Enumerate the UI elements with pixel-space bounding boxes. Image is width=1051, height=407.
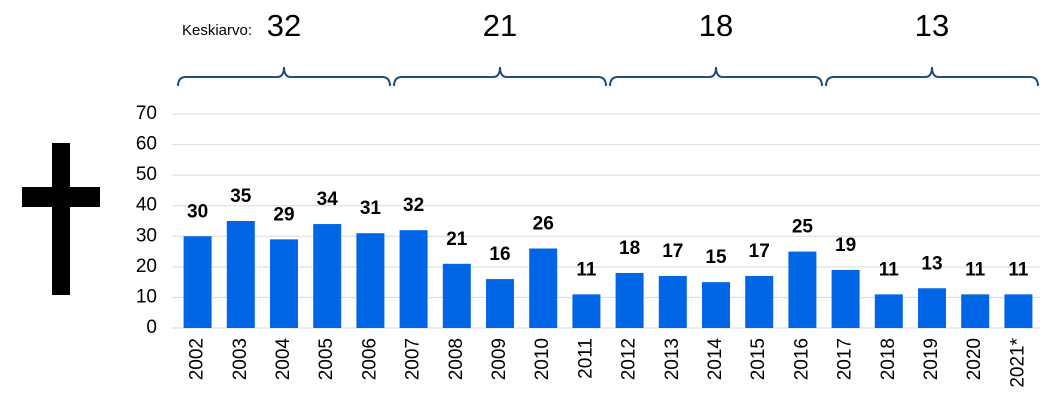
bar — [615, 272, 644, 328]
data-label: 35 — [230, 186, 252, 207]
data-label: 25 — [792, 217, 814, 238]
data-label: 18 — [619, 238, 640, 259]
data-label: 11 — [965, 259, 986, 280]
data-label: 29 — [273, 204, 294, 225]
data-label: 11 — [879, 259, 900, 280]
x-tick-label: 2004 — [273, 338, 294, 381]
bracket — [393, 66, 607, 87]
x-tick-label: 2016 — [791, 338, 812, 380]
data-label: 21 — [446, 229, 468, 250]
data-label: 34 — [317, 189, 339, 210]
bar — [486, 279, 514, 328]
data-label: 17 — [662, 241, 683, 262]
y-tick-label: 40 — [136, 195, 157, 216]
x-tick-label: 2002 — [187, 338, 208, 380]
x-tick-label: 2017 — [835, 338, 856, 380]
data-label: 19 — [835, 235, 856, 256]
data-label: 32 — [403, 195, 424, 216]
x-tick-label: 2008 — [446, 338, 467, 380]
data-label: 16 — [489, 244, 510, 265]
x-tick-label: 2011 — [575, 338, 596, 379]
bar — [226, 221, 255, 328]
y-tick-label: 0 — [146, 317, 157, 338]
bar — [874, 294, 903, 328]
y-tick-label: 10 — [136, 286, 157, 307]
data-label: 30 — [187, 201, 208, 222]
data-label: 11 — [576, 259, 597, 280]
y-tick-label: 50 — [136, 164, 157, 185]
bracket — [825, 66, 1039, 87]
x-tick-label: 2005 — [316, 338, 337, 380]
y-tick-label: 70 — [136, 103, 157, 124]
group-average: 32 — [267, 8, 301, 43]
y-tick-label: 30 — [136, 225, 157, 246]
bar — [702, 282, 730, 328]
group-average: 21 — [483, 8, 517, 43]
bar — [961, 294, 990, 328]
y-tick-label: 60 — [136, 134, 157, 155]
cross-icon-horizontal — [22, 187, 100, 207]
bar — [270, 239, 298, 328]
data-label: 11 — [1008, 259, 1029, 280]
x-tick-label: 2007 — [403, 338, 424, 380]
bar — [745, 276, 774, 328]
x-tick-label: 2019 — [921, 338, 942, 380]
bar — [572, 294, 601, 328]
x-tick-label: 2014 — [705, 338, 726, 381]
cross-icon-vertical — [52, 143, 70, 295]
x-tick-label: 2010 — [532, 338, 553, 380]
data-label: 31 — [360, 198, 382, 219]
x-tick-label: 2006 — [359, 338, 380, 380]
data-label: 26 — [533, 214, 554, 235]
bar — [356, 233, 385, 328]
data-label: 15 — [705, 247, 727, 268]
bar — [529, 248, 558, 328]
bar — [658, 276, 687, 328]
bar — [313, 224, 342, 328]
x-tick-label: 2012 — [619, 338, 640, 380]
bar — [1004, 294, 1033, 328]
bar — [399, 230, 428, 328]
x-tick-label: 2018 — [878, 338, 899, 380]
bar — [442, 263, 471, 328]
bracket — [609, 66, 823, 87]
y-tick-label: 20 — [136, 256, 157, 277]
bar — [918, 288, 946, 328]
bracket — [177, 66, 391, 87]
x-tick-label: 2009 — [489, 338, 510, 380]
average-label: Keskiarvo: — [182, 22, 252, 39]
data-label: 13 — [921, 253, 942, 274]
bar — [183, 236, 212, 328]
x-tick-label: 2021* — [1007, 337, 1028, 387]
bar — [831, 269, 860, 328]
x-tick-label: 2013 — [662, 338, 683, 380]
group-average: 13 — [915, 8, 949, 43]
x-tick-label: 2003 — [230, 338, 251, 380]
bar — [788, 251, 817, 328]
group-average: 18 — [699, 8, 733, 43]
x-tick-label: 2020 — [964, 338, 985, 380]
x-tick-label: 2015 — [748, 338, 769, 380]
data-label: 17 — [749, 241, 770, 262]
